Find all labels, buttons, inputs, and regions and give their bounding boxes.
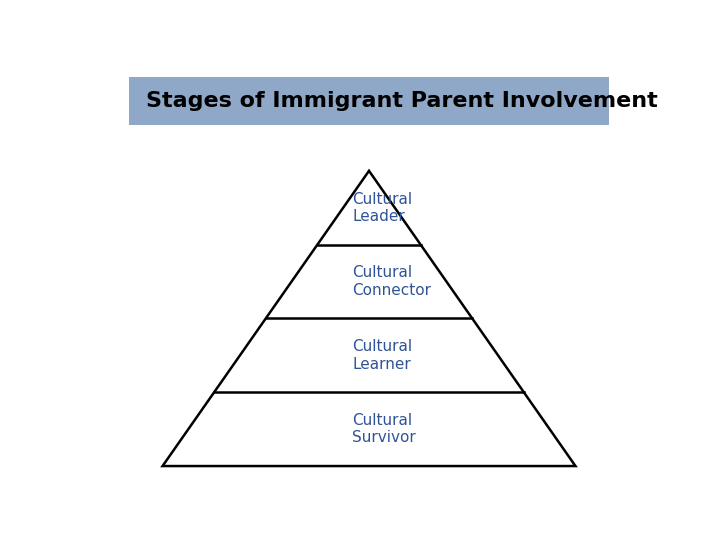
Text: Cultural
Leader: Cultural Leader — [352, 192, 413, 224]
Bar — [129, 77, 609, 125]
Text: Cultural
Connector: Cultural Connector — [352, 265, 431, 298]
Text: Stages of Immigrant Parent Involvement: Stages of Immigrant Parent Involvement — [145, 91, 657, 111]
Text: Cultural
Survivor: Cultural Survivor — [352, 413, 416, 446]
Text: Cultural
Learner: Cultural Learner — [352, 339, 413, 372]
Polygon shape — [163, 171, 575, 466]
